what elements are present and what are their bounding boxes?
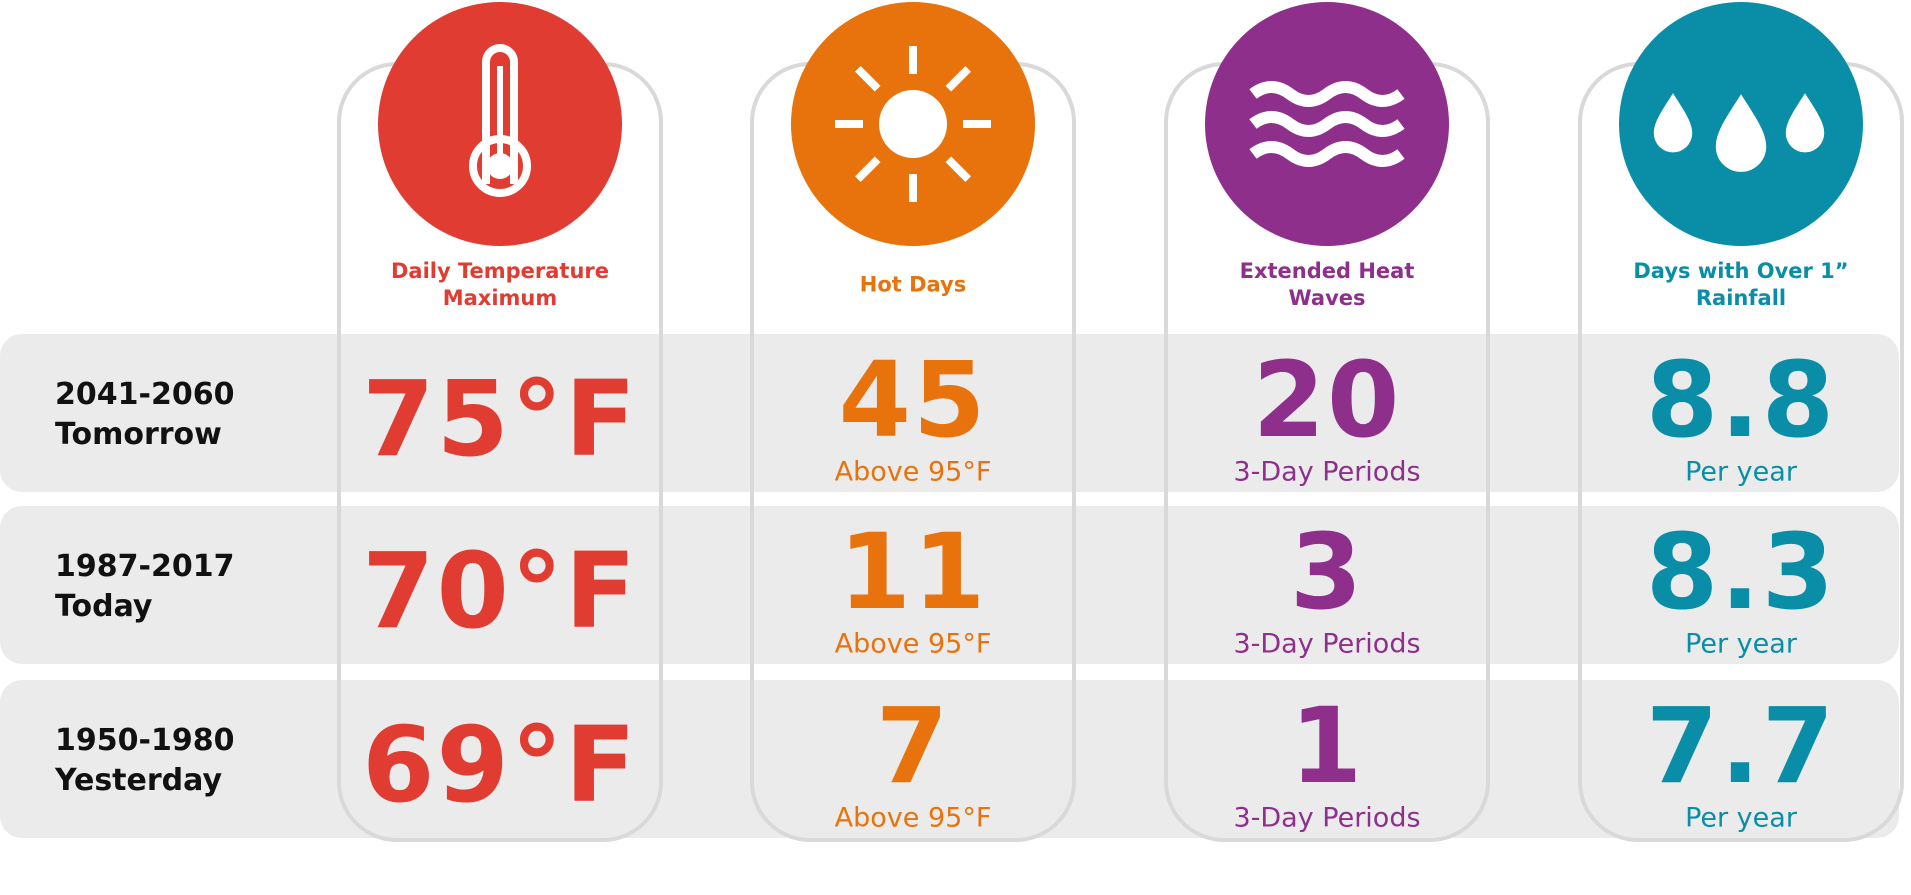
sun-ray bbox=[945, 156, 971, 182]
cell-value: 1 bbox=[1289, 685, 1365, 807]
row-period: 1987-2017 bbox=[55, 549, 235, 584]
sun-ray bbox=[855, 66, 881, 92]
icon bbox=[469, 44, 531, 197]
cell-value: 8.8 bbox=[1645, 339, 1837, 461]
row-band bbox=[0, 334, 1899, 492]
row-label: Today bbox=[55, 589, 153, 624]
cell-unit: Per year bbox=[1685, 802, 1797, 834]
row-label: 1950-1980 Yesterday bbox=[55, 721, 234, 801]
row-label: 2041-2060 Tomorrow bbox=[55, 375, 234, 455]
row-band bbox=[0, 506, 1899, 664]
column-title: Hot Days bbox=[859, 272, 967, 297]
column-title: Extended Heat Waves bbox=[1239, 259, 1415, 310]
sun-ray bbox=[945, 66, 971, 92]
cell-unit: 3-Day Periods bbox=[1233, 456, 1421, 488]
cell-value: 7.7 bbox=[1645, 685, 1837, 807]
column-title: Daily Temperature Maximum bbox=[390, 259, 610, 310]
row-label: Yesterday bbox=[55, 763, 223, 798]
sun-ray bbox=[855, 156, 881, 182]
row-period: 1950-1980 bbox=[55, 723, 235, 758]
cell-value: 8.3 bbox=[1645, 511, 1837, 633]
icon bbox=[1653, 93, 1825, 172]
cell-unit: Per year bbox=[1685, 628, 1797, 660]
thermometer-stem bbox=[497, 66, 503, 158]
column-title: Days with Over 1” Rainfall bbox=[1633, 259, 1849, 310]
thermometer-fill bbox=[487, 153, 513, 179]
cell-unit: Per year bbox=[1685, 456, 1797, 488]
drop bbox=[1785, 93, 1825, 153]
wave bbox=[1249, 111, 1405, 137]
icon bbox=[835, 46, 991, 202]
wave bbox=[1249, 81, 1405, 107]
cell-unit: Above 95°F bbox=[834, 456, 992, 488]
row-label: Tomorrow bbox=[55, 417, 222, 452]
cell-value: 20 bbox=[1252, 339, 1402, 461]
wave bbox=[1249, 141, 1405, 167]
cell-value: 7 bbox=[875, 685, 951, 807]
icon bbox=[1249, 81, 1405, 167]
row-period: 2041-2060 bbox=[55, 377, 235, 412]
cell-value: 69°F bbox=[362, 704, 638, 826]
cell-value: 75°F bbox=[362, 358, 638, 480]
row-band bbox=[0, 680, 1899, 838]
row-label: 1987-2017 Today bbox=[55, 547, 234, 627]
cell-value: 11 bbox=[838, 511, 988, 633]
cell-unit: Above 95°F bbox=[834, 628, 992, 660]
cell-unit: Above 95°F bbox=[834, 802, 992, 834]
thermometer bbox=[482, 44, 518, 184]
cell-value: 45 bbox=[838, 339, 988, 461]
cell-unit: 3-Day Periods bbox=[1233, 802, 1421, 834]
cell-value: 70°F bbox=[362, 530, 638, 652]
sun bbox=[879, 90, 947, 158]
drop bbox=[1715, 94, 1767, 172]
cell-value: 3 bbox=[1289, 511, 1365, 633]
drop bbox=[1653, 93, 1693, 153]
cell-unit: 3-Day Periods bbox=[1233, 628, 1421, 660]
